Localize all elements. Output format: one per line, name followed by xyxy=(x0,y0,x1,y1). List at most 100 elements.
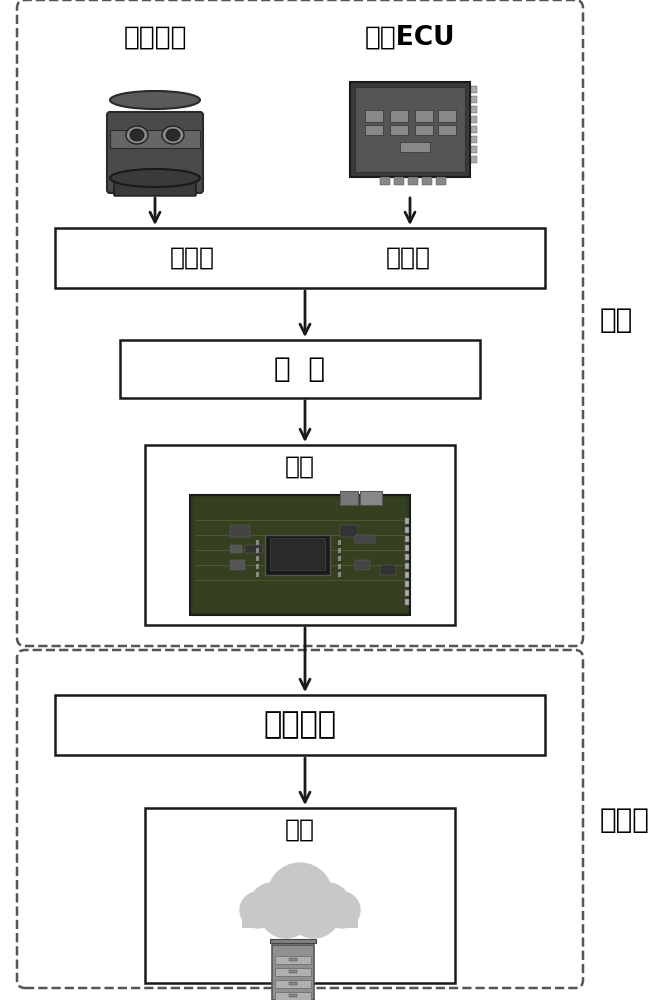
Bar xyxy=(245,545,263,553)
FancyBboxPatch shape xyxy=(107,112,203,193)
Text: 车载ECU: 车载ECU xyxy=(365,25,455,51)
Text: 同  步: 同 步 xyxy=(274,355,326,383)
Bar xyxy=(338,572,341,577)
Bar xyxy=(340,491,358,505)
Bar xyxy=(275,992,311,1000)
Bar xyxy=(405,599,409,605)
Bar xyxy=(390,125,408,135)
Bar xyxy=(256,540,259,545)
Circle shape xyxy=(260,886,312,938)
Bar xyxy=(471,126,477,133)
Bar xyxy=(415,110,433,122)
Bar xyxy=(471,136,477,143)
Bar xyxy=(338,564,341,569)
Circle shape xyxy=(240,892,276,928)
Text: 服务器: 服务器 xyxy=(600,806,650,834)
Bar xyxy=(405,590,409,596)
Bar xyxy=(405,572,409,578)
Bar xyxy=(55,695,545,755)
Bar xyxy=(145,808,455,983)
Bar xyxy=(471,116,477,123)
Bar xyxy=(365,125,383,135)
Bar xyxy=(190,495,410,615)
Bar xyxy=(265,535,330,575)
Bar xyxy=(405,554,409,560)
Bar xyxy=(355,87,465,172)
Circle shape xyxy=(324,892,360,928)
Bar xyxy=(405,536,409,542)
Bar xyxy=(405,527,409,533)
Ellipse shape xyxy=(126,126,148,144)
Bar xyxy=(338,540,341,545)
Bar xyxy=(471,156,477,163)
Text: 预处理: 预处理 xyxy=(170,246,215,270)
Bar xyxy=(400,142,430,152)
Bar xyxy=(438,110,456,122)
Bar xyxy=(380,177,390,185)
Circle shape xyxy=(250,883,294,927)
Bar xyxy=(355,535,375,543)
Bar xyxy=(289,994,297,997)
Bar xyxy=(405,581,409,587)
Bar xyxy=(230,525,250,537)
Bar xyxy=(270,538,325,570)
Bar xyxy=(355,560,370,570)
Bar xyxy=(275,968,311,976)
Bar xyxy=(256,556,259,561)
Bar xyxy=(380,565,396,575)
Bar xyxy=(405,545,409,551)
Bar xyxy=(256,564,259,569)
Bar xyxy=(230,545,242,553)
FancyBboxPatch shape xyxy=(114,182,196,196)
Bar xyxy=(289,958,297,961)
Bar xyxy=(340,525,358,537)
Ellipse shape xyxy=(130,129,144,141)
Bar xyxy=(360,491,382,505)
Bar xyxy=(338,556,341,561)
Bar xyxy=(471,146,477,153)
Bar xyxy=(145,445,455,625)
Bar xyxy=(256,548,259,553)
Bar xyxy=(270,939,316,943)
Bar xyxy=(193,498,407,612)
Bar xyxy=(408,177,418,185)
Circle shape xyxy=(306,883,350,927)
Bar xyxy=(471,96,477,103)
Bar xyxy=(405,563,409,569)
Bar xyxy=(230,560,245,570)
Bar xyxy=(120,340,480,398)
Circle shape xyxy=(268,863,332,927)
Circle shape xyxy=(288,886,340,938)
Text: 人为加偏: 人为加偏 xyxy=(263,710,337,740)
Bar xyxy=(256,572,259,577)
Text: 激光雷达: 激光雷达 xyxy=(123,25,187,51)
FancyBboxPatch shape xyxy=(110,130,200,148)
Text: 存储: 存储 xyxy=(285,818,315,842)
Bar xyxy=(338,548,341,553)
Bar xyxy=(365,110,383,122)
Bar xyxy=(422,177,432,185)
Bar xyxy=(242,908,358,928)
Bar xyxy=(438,125,456,135)
Bar xyxy=(394,177,404,185)
Bar xyxy=(471,106,477,113)
Bar xyxy=(471,86,477,93)
Bar xyxy=(405,518,409,524)
Ellipse shape xyxy=(110,91,200,109)
Bar xyxy=(275,980,311,988)
Ellipse shape xyxy=(162,126,184,144)
Ellipse shape xyxy=(166,129,180,141)
Bar xyxy=(390,110,408,122)
Text: 预处理: 预处理 xyxy=(385,246,430,270)
Bar xyxy=(350,82,470,177)
Bar xyxy=(289,970,297,973)
Text: 存储: 存储 xyxy=(285,455,315,479)
Text: 车载: 车载 xyxy=(600,306,633,334)
Bar xyxy=(275,956,311,964)
Bar xyxy=(415,125,433,135)
Bar xyxy=(289,982,297,985)
Bar xyxy=(436,177,446,185)
Bar xyxy=(55,228,545,288)
Ellipse shape xyxy=(110,169,200,187)
Bar xyxy=(272,945,314,1000)
